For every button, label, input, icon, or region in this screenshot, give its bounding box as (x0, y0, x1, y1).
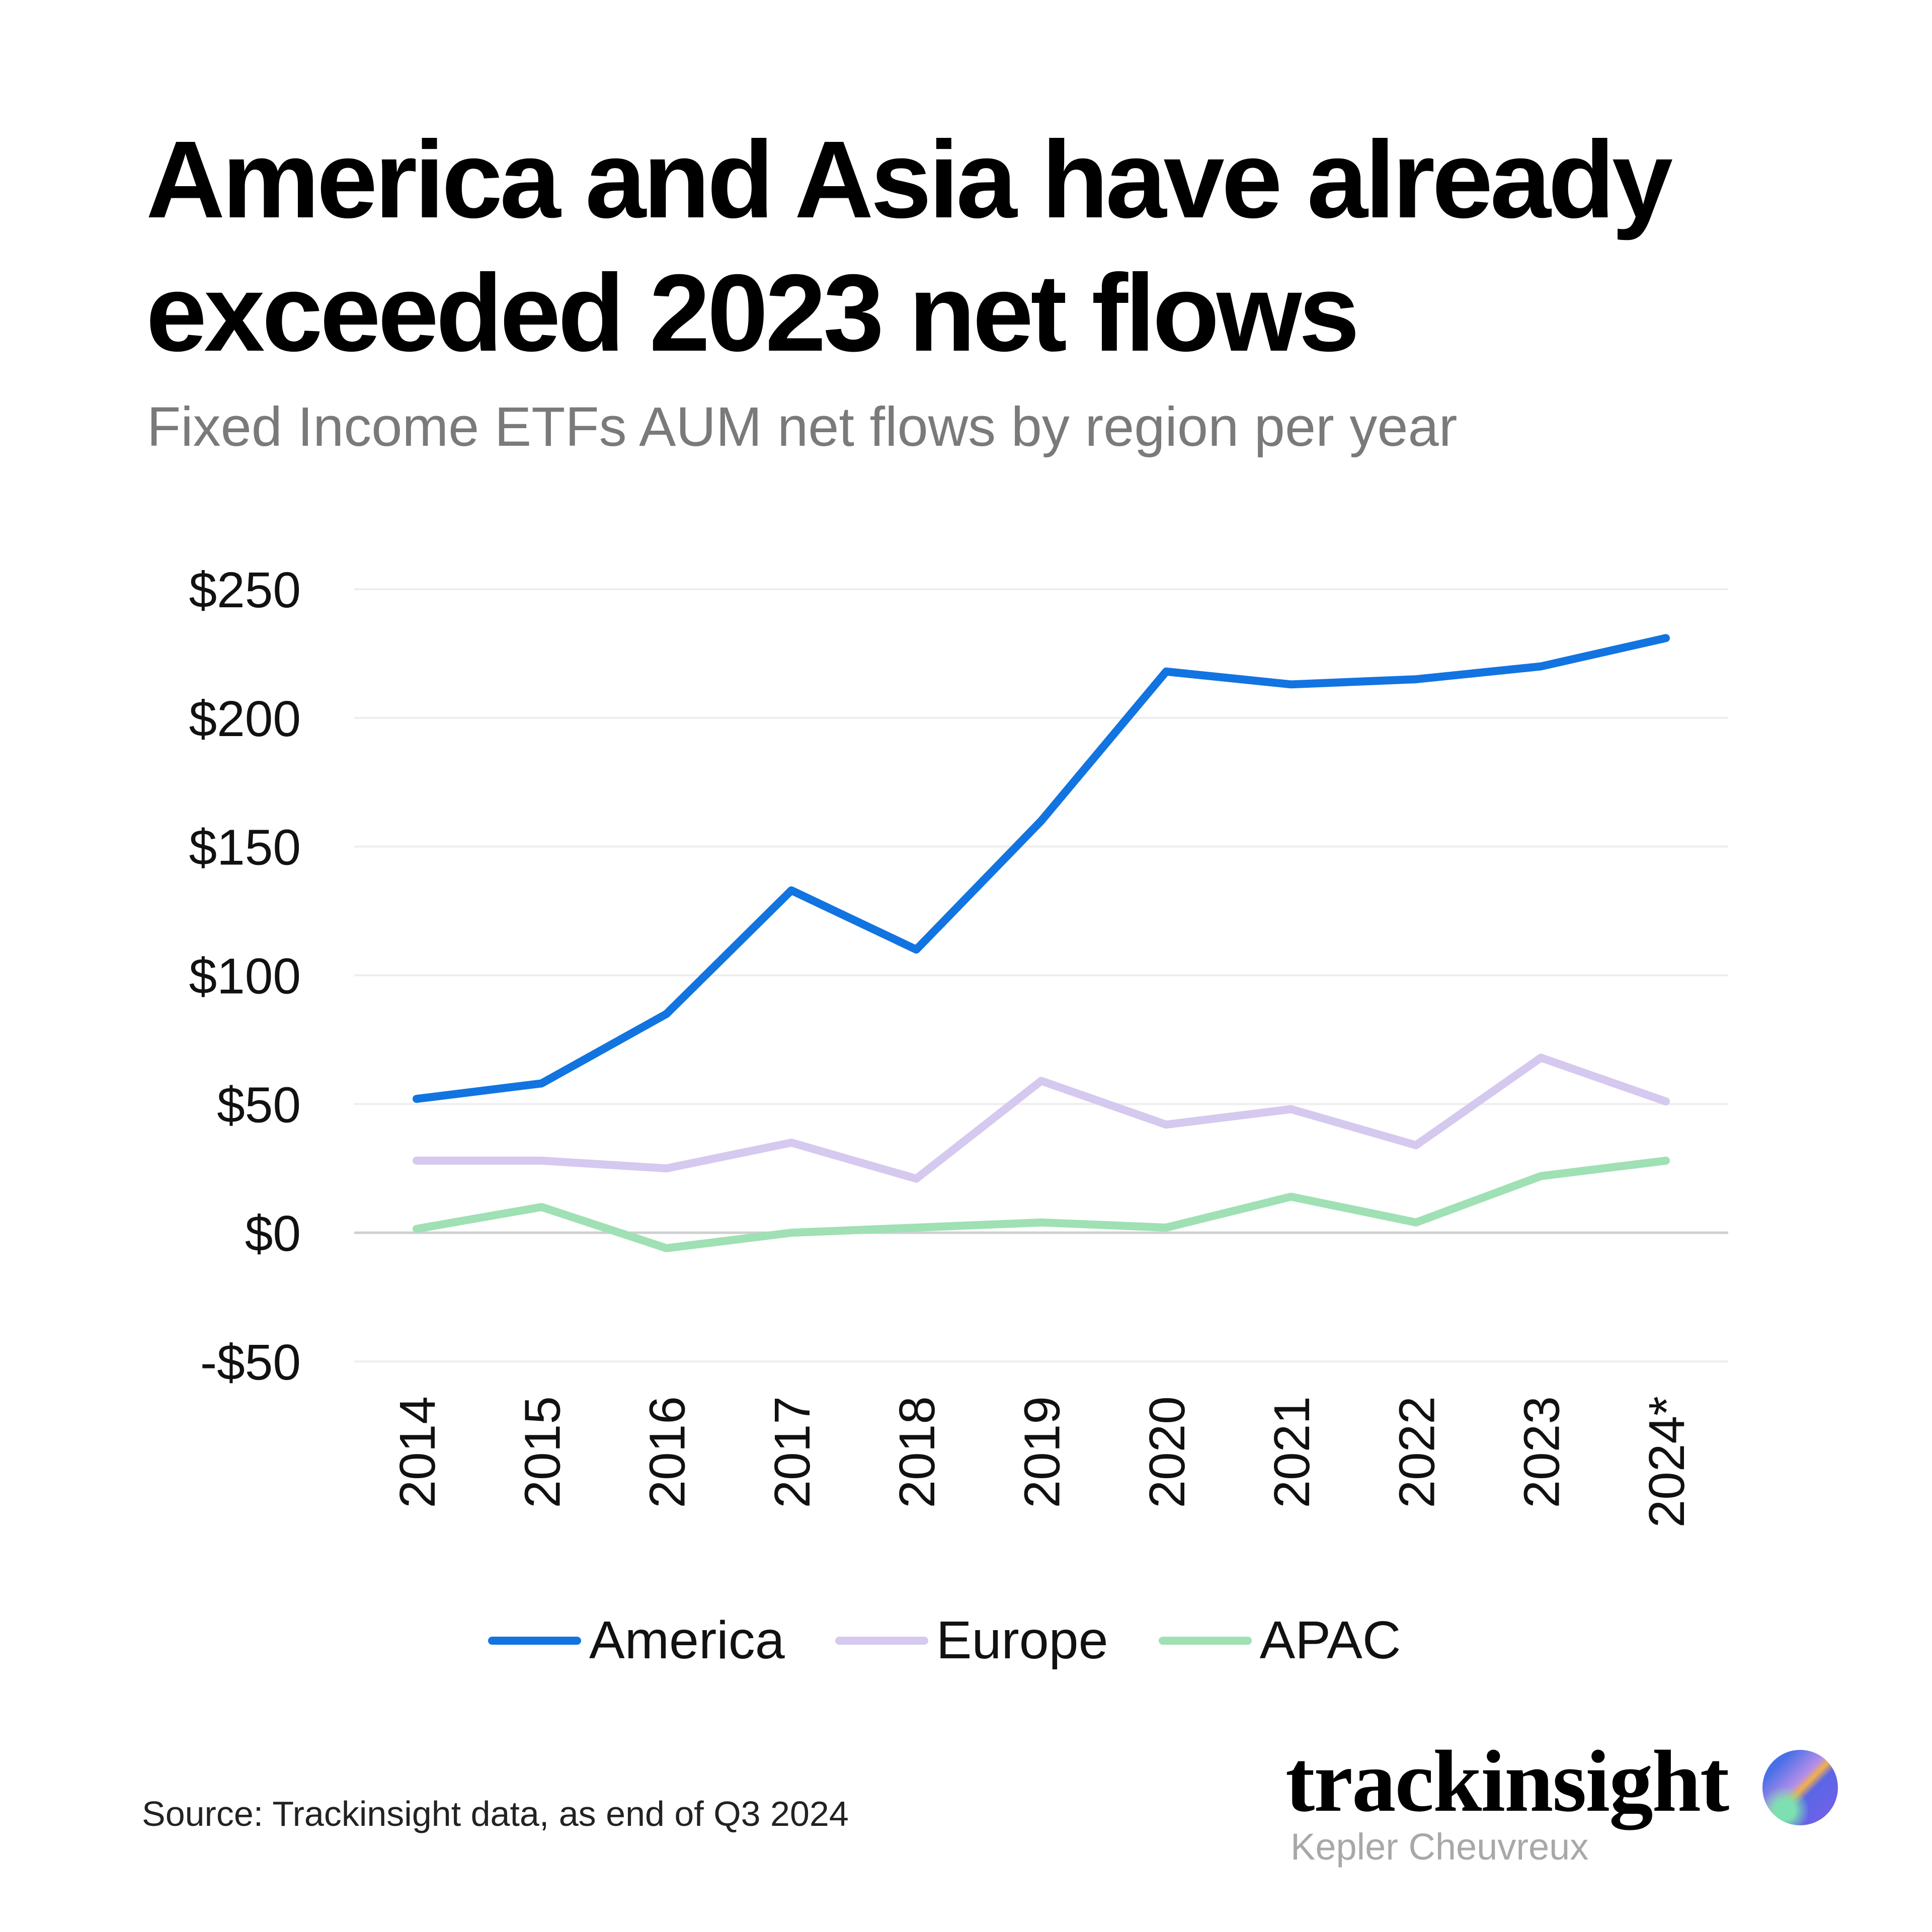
x-tick-label: 2020 (1139, 1396, 1195, 1508)
legend-item-america: America (488, 1610, 785, 1671)
legend-label: APAC (1259, 1611, 1401, 1670)
x-tick-label: 2024* (1639, 1396, 1695, 1527)
y-tick-label: $150 (189, 820, 301, 876)
series-line-europe (413, 1054, 1670, 1183)
y-tick-label: $100 (189, 948, 301, 1005)
chart-subtitle: Fixed Income ETFs AUM net flows by regio… (147, 396, 1458, 458)
brand-logo-icon (1762, 1750, 1838, 1825)
legend-label: Europe (936, 1611, 1108, 1670)
y-tick-label: $50 (217, 1077, 301, 1133)
x-tick-label: 2019 (1014, 1396, 1071, 1508)
legend-swatch (835, 1636, 928, 1645)
x-tick-label: 2021 (1264, 1396, 1320, 1508)
legend-swatch (488, 1636, 581, 1645)
source-note: Source: Trackinsight data, as end of Q3 … (142, 1794, 849, 1833)
legend-item-apac: APAC (1158, 1610, 1401, 1671)
legend-item-europe: Europe (835, 1610, 1108, 1671)
y-tick-label: $200 (189, 691, 301, 747)
x-tick-label: 2014 (389, 1396, 446, 1508)
y-tick-label: $0 (245, 1205, 301, 1262)
x-tick-label: 2017 (764, 1396, 821, 1508)
x-tick-label: 2022 (1389, 1396, 1445, 1508)
y-tick-label: -$50 (200, 1334, 301, 1391)
brand-subtitle: Kepler Cheuvreux (1291, 1826, 1589, 1868)
x-tick-label: 2018 (889, 1396, 945, 1508)
legend-swatch (1158, 1636, 1252, 1645)
chart-title: America and Asia have already exceeded 2… (146, 119, 1673, 374)
x-tick-label: 2016 (639, 1396, 696, 1508)
legend: America Europe APAC (488, 1610, 1451, 1671)
y-tick-label: $250 (189, 562, 301, 618)
legend-label: America (589, 1611, 785, 1670)
series-line-apac (413, 1156, 1670, 1252)
brand-logo-text: trackinsight (1285, 1732, 1729, 1830)
x-tick-label: 2015 (514, 1396, 571, 1508)
series-line-america (413, 634, 1670, 1103)
x-tick-label: 2023 (1514, 1396, 1570, 1508)
